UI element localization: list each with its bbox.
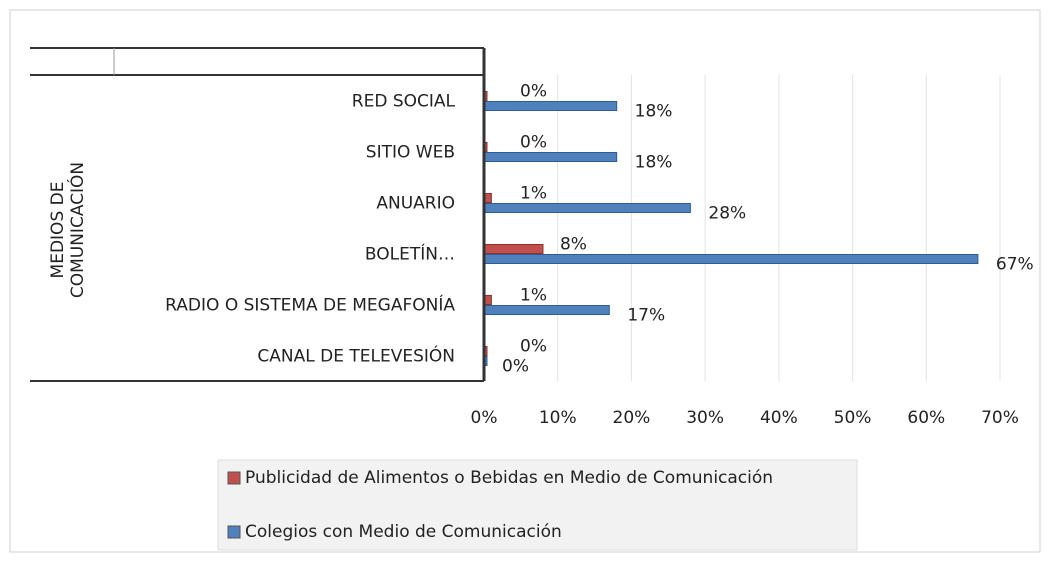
bar [483,152,618,162]
legend-label: Publicidad de Alimentos o Bebidas en Med… [245,468,773,488]
legend-label: Colegios con Medio de Comunicación [245,522,562,542]
x-tick-label: 0% [471,408,498,428]
y-axis-label-line: COMUNICACIÓN [66,162,88,298]
x-tick-label: 20% [613,408,651,428]
bar [483,101,618,111]
value-label: 28% [708,204,746,224]
y-tick-label: RADIO O SISTEMA DE MEGAFONÍA [165,294,455,316]
y-tick-label: RED SOCIAL [352,92,456,112]
y-axis-label-line: MEDIOS DE [48,182,68,279]
value-label: 8% [560,235,587,255]
x-tick-label: 40% [760,408,798,428]
y-tick-label: SITIO WEB [366,143,455,163]
bar [483,203,691,213]
value-label: 67% [996,255,1034,275]
legend-box [217,459,858,551]
x-tick-label: 30% [686,408,724,428]
value-label: 18% [635,153,673,173]
legend-swatch [227,471,241,485]
value-label: 18% [635,102,673,122]
x-tick-label: 10% [539,408,577,428]
bar [483,254,979,264]
value-label: 0% [520,82,547,102]
legend-swatch [227,525,241,539]
y-tick-label: BOLETÍN… [365,243,455,265]
value-label: 0% [520,337,547,357]
x-tick-label: 50% [834,408,872,428]
x-tick-label: 70% [981,408,1019,428]
bar [483,305,610,315]
y-tick-label: CANAL DE TELEVESIÓN [257,345,455,367]
value-label: 0% [502,357,529,377]
value-label: 1% [520,286,547,306]
value-label: 1% [520,184,547,204]
value-label: 0% [520,133,547,153]
bar [483,244,544,254]
y-tick-label: ANUARIO [376,194,455,214]
x-tick-label: 60% [907,408,945,428]
value-label: 17% [627,306,665,326]
y-axis-label: MEDIOS DE COMUNICACIÓN [48,162,88,298]
